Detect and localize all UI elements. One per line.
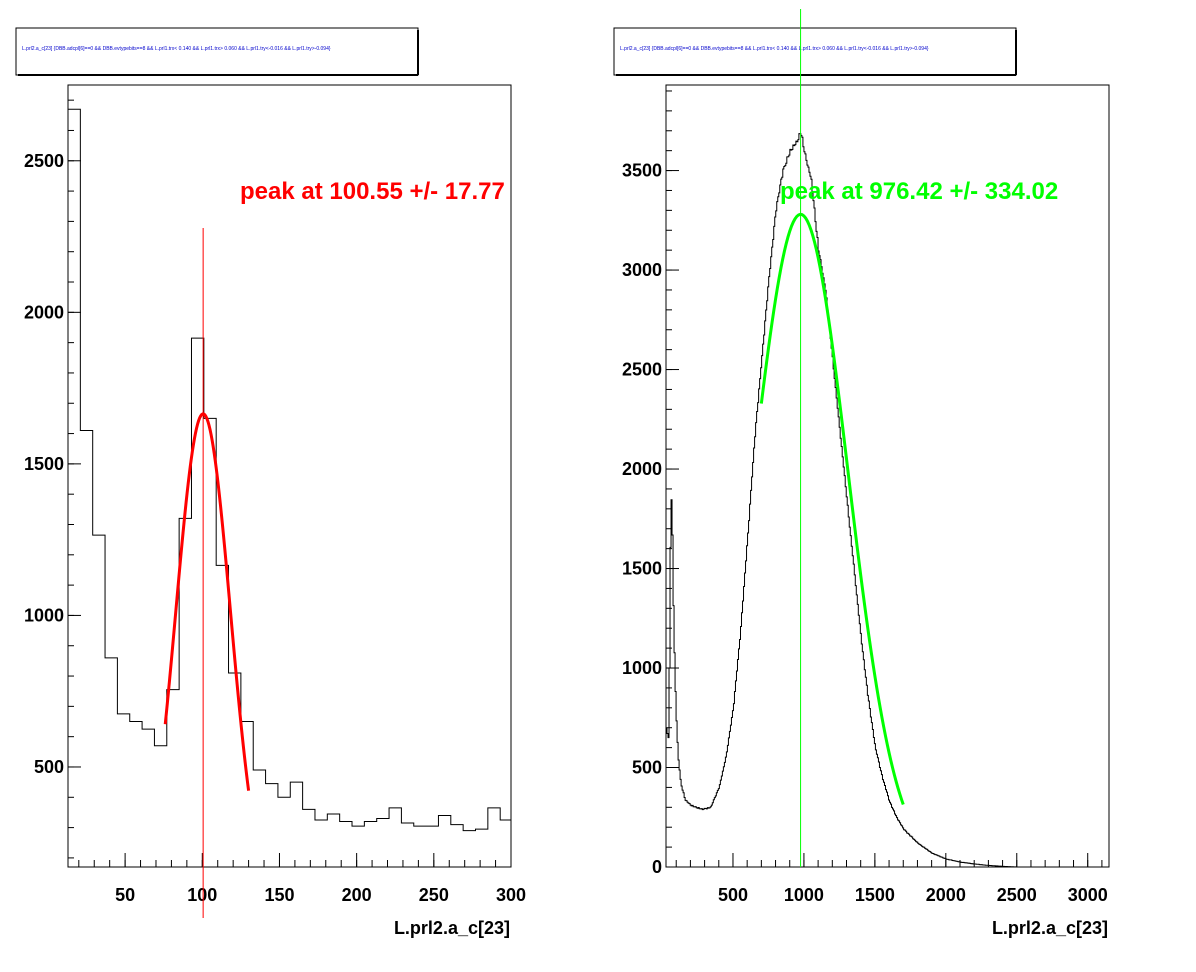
left-histogram [68,108,511,832]
left-y-tick-label: 500 [34,757,64,777]
left-x-axis: 50 100 150 200 250 300 [78,853,526,905]
left-y-tick-label: 1000 [24,605,64,625]
right-x-tick-label: 500 [718,885,748,905]
left-x-tick-label: 150 [264,885,294,905]
left-x-tick-label: 100 [187,885,217,905]
right-histogram-line [666,133,1018,868]
right-x-tick-label: 1000 [784,885,824,905]
right-x-tick-label: 3000 [1068,885,1108,905]
left-peak-annotation: peak at 100.55 +/- 17.77 [240,178,505,205]
right-x-tick-label: 2500 [997,885,1037,905]
left-x-tick-label: 300 [496,885,526,905]
left-panel: L.prl2.a_c[23] {DBB.adcpl[6]==0 && DBB.e… [15,27,526,938]
left-y-tick-label: 2000 [24,302,64,322]
right-y-tick-label: 1500 [622,559,662,579]
right-x-axis: 500 1000 1500 2000 2500 3000 [675,853,1108,905]
right-y-axis: 0 500 1000 1500 2000 2500 3000 3500 [622,90,679,877]
right-x-axis-title: L.prl2.a_c[23] [992,918,1108,938]
right-fit-curve [759,212,905,806]
left-fit-curve [163,412,251,791]
left-y-tick-label: 1500 [24,454,64,474]
right-title-box [613,27,1017,76]
right-y-tick-label: 500 [632,758,662,778]
right-histogram [666,133,1018,868]
right-y-tick-label: 3500 [622,161,662,181]
right-y-tick-label: 2000 [622,459,662,479]
left-x-tick-label: 250 [419,885,449,905]
right-peak-annotation: peak at 976.42 +/- 334.02 [780,178,1058,205]
right-y-tick-label: 0 [652,857,662,877]
left-x-tick-label: 50 [115,885,135,905]
right-y-tick-label: 1000 [622,658,662,678]
right-plot-frame [665,84,1110,868]
left-title-text: L.prl2.a_c[23] {DBB.adcpl[6]==0 && DBB.e… [22,46,331,52]
left-x-tick-label: 200 [342,885,372,905]
left-y-axis: 500 1000 1500 2000 2500 [24,99,81,859]
right-panel: L.prl2.a_c[23] {DBB.adcpl[6]==0 && DBB.e… [613,9,1110,938]
left-fit-path [163,412,251,791]
right-title-text: L.prl2.a_c[23] {DBB.adcpl[6]==0 && DBB.e… [620,46,929,52]
right-y-tick-label: 2500 [622,360,662,380]
left-plot-frame [67,84,512,868]
right-fit-path [759,212,905,806]
left-title-box [15,27,419,76]
right-y-tick-label: 3000 [622,260,662,280]
left-y-tick-label: 2500 [24,151,64,171]
right-x-tick-label: 2000 [926,885,966,905]
left-x-axis-title: L.prl2.a_c[23] [394,918,510,938]
right-x-tick-label: 1500 [855,885,895,905]
left-histogram-line [68,108,511,832]
